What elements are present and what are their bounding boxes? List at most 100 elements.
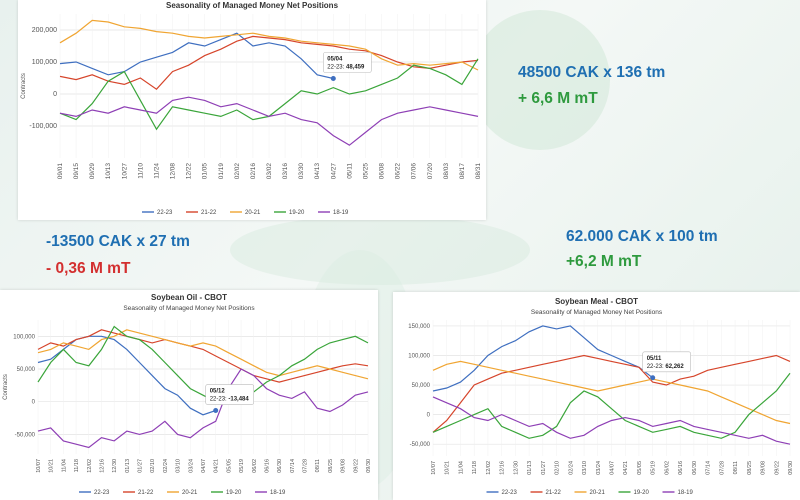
y-tick-label: -50,000	[15, 432, 36, 438]
x-tick-label: 12/30	[112, 459, 118, 473]
y-tick-label: 100,000	[13, 334, 35, 340]
x-tick-label: 08/31	[475, 163, 482, 180]
legend-label: 19-20	[634, 490, 650, 496]
series-line-20-21	[432, 360, 791, 425]
legend-label: 20-21	[245, 210, 261, 216]
y-axis-label: Contracts	[3, 374, 9, 400]
chart-subtitle: Seasonality of Managed Money Net Positio…	[123, 305, 255, 312]
callout-point	[330, 75, 336, 81]
callout-box	[642, 351, 691, 373]
x-tick-label: 02/24	[568, 461, 574, 475]
x-tick-label: 02/16	[250, 163, 257, 180]
x-tick-label: 07/20	[427, 163, 434, 180]
x-tick-label: 01/13	[527, 461, 533, 475]
x-tick-label: 10/27	[121, 163, 128, 180]
x-tick-label: 06/02	[252, 459, 258, 473]
annotation-middle-right-line2: +6,2 M mT	[566, 253, 642, 270]
y-axis-label: Contracts	[21, 73, 27, 99]
x-tick-label: 04/07	[201, 459, 207, 473]
x-tick-label: 12/16	[99, 459, 105, 473]
chart-title: Seasonality of Managed Money Net Positio…	[166, 1, 339, 10]
y-tick-label: 0	[32, 400, 36, 406]
legend-label: 21-22	[138, 490, 154, 496]
y-tick-label: 0	[427, 413, 431, 419]
x-tick-label: 03/10	[582, 461, 588, 475]
x-tick-label: 10/21	[49, 459, 55, 473]
x-tick-label: 05/11	[346, 163, 353, 179]
x-tick-label: 06/16	[264, 459, 270, 473]
annotation-middle-right-line1: 62.000 CAK x 100 tm	[566, 228, 718, 245]
chart-title: Soybean Oil - CBOT	[151, 293, 227, 302]
legend-label: 21-22	[546, 490, 562, 496]
x-tick-label: 09/22	[774, 461, 780, 475]
callout-value: 22-23: 48,459	[327, 64, 365, 70]
x-tick-label: 06/30	[277, 459, 283, 473]
x-tick-label: 11/04	[458, 461, 464, 474]
legend-label: 22-23	[94, 490, 110, 496]
callout-point	[213, 408, 219, 414]
series-line-20-21	[37, 329, 369, 380]
x-tick-label: 12/16	[500, 461, 506, 475]
chart-panel-soybean-meal: Soybean Meal - CBOT Seasonality of Manage…	[393, 292, 800, 500]
x-tick-label: 02/10	[555, 461, 561, 475]
legend-label: 21-22	[201, 210, 217, 216]
legend-label: 22-23	[502, 490, 518, 496]
series-line-21-22	[37, 329, 369, 383]
series-line-18-19	[59, 96, 479, 146]
x-tick-label: 02/10	[150, 459, 156, 473]
x-tick-label: 05/05	[226, 459, 232, 473]
legend-label: 18-19	[678, 490, 694, 496]
y-tick-label: 50,000	[412, 383, 431, 389]
x-tick-label: 12/02	[486, 461, 492, 475]
chart-panel-soybean-oil: Soybean Oil - CBOT Seasonality of Managed…	[0, 290, 378, 500]
x-tick-label: 05/19	[239, 459, 245, 473]
background-shape	[230, 215, 530, 285]
x-tick-label: 01/27	[138, 459, 144, 473]
x-tick-label: 07/28	[303, 459, 309, 473]
x-tick-label: 10/07	[431, 461, 437, 475]
x-tick-label: 12/22	[186, 163, 193, 180]
callout-date: 05/11	[647, 356, 662, 362]
x-tick-label: 08/25	[747, 461, 753, 475]
x-tick-label: 09/08	[761, 461, 767, 475]
y-tick-label: 100,000	[32, 59, 57, 66]
y-tick-label: -50,000	[410, 442, 431, 448]
x-tick-label: 03/24	[188, 459, 194, 473]
x-tick-label: 09/30	[788, 461, 794, 475]
y-tick-label: 100,000	[408, 353, 430, 359]
x-tick-label: 12/08	[170, 163, 177, 180]
x-tick-label: 06/16	[678, 461, 684, 475]
callout-series-label: 22-23:	[210, 397, 229, 403]
x-tick-label: 11/10	[137, 163, 144, 179]
x-tick-label: 01/05	[202, 163, 209, 180]
x-tick-label: 07/06	[411, 163, 418, 180]
x-tick-label: 09/22	[353, 459, 359, 473]
x-tick-label: 06/30	[692, 461, 698, 475]
x-tick-label: 08/25	[328, 459, 334, 473]
y-tick-label: -100,000	[29, 123, 57, 130]
series-line-22-23	[59, 32, 334, 80]
x-tick-label: 09/29	[89, 163, 96, 180]
callout-date: 05/04	[327, 56, 343, 62]
annotation-top-right-line2: + 6,6 M mT	[518, 90, 598, 107]
legend-label: 22-23	[157, 210, 173, 216]
background-shape	[470, 10, 610, 150]
series-line-21-22	[432, 354, 791, 433]
x-tick-label: 01/13	[125, 459, 131, 473]
y-tick-label: 150,000	[408, 324, 430, 330]
y-tick-label: 0	[53, 91, 57, 98]
series-line-20-21	[59, 19, 479, 71]
x-tick-label: 06/08	[379, 163, 386, 180]
x-tick-label: 08/11	[315, 459, 321, 472]
x-tick-label: 06/22	[395, 163, 402, 180]
callout-series-label: 22-23:	[327, 64, 346, 70]
annotation-middle-left-line2: - 0,36 M mT	[46, 260, 131, 277]
x-tick-label: 06/02	[664, 461, 670, 475]
x-tick-label: 11/24	[153, 163, 160, 179]
x-tick-label: 05/25	[362, 163, 369, 180]
x-tick-label: 09/08	[341, 459, 347, 473]
x-tick-label: 02/24	[163, 459, 169, 473]
annotation-middle-left-line1: -13500 CAK x 27 tm	[46, 233, 190, 250]
callout-value: 22-23: 62,262	[647, 364, 685, 370]
callout-date: 05/12	[210, 389, 226, 395]
